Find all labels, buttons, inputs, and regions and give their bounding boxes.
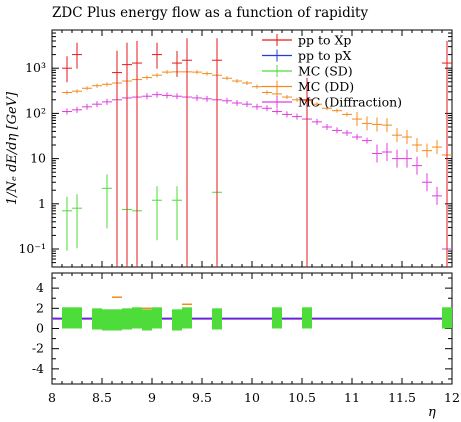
ratio-tick-label: -4: [32, 361, 44, 376]
ratio-sd-band: [272, 307, 282, 329]
ratio-sd-band: [122, 308, 132, 330]
ratio-sd-band: [72, 307, 82, 329]
y-tick-label: 10³: [25, 60, 46, 75]
ratio-sd-band: [112, 309, 122, 331]
legend-label: pp to Xp: [298, 33, 351, 48]
y-tick-label: 1: [38, 196, 46, 211]
ratio-sd-band: [302, 307, 312, 329]
legend-label: MC (Diffraction): [298, 95, 402, 110]
ratio-sd-band: [142, 309, 152, 331]
ratio-sd-band: [172, 309, 182, 331]
x-tick-label: 12: [444, 390, 460, 405]
ratio-panel: 8 8.5 9 9.5 10 10.5 11 11.5 12 4 2 0 -2 -4: [32, 272, 460, 405]
chart-title: ZDC Plus energy flow as a function of ra…: [52, 5, 368, 21]
legend-label: MC (DD): [298, 79, 354, 94]
x-tick-label: 8: [48, 390, 56, 405]
x-tick-label: 9: [148, 390, 156, 405]
x-tick-label: 9.5: [192, 390, 212, 405]
y-tick-label: 10: [30, 151, 46, 166]
ratio-sd-band: [212, 308, 222, 330]
main-panel: 10⁻¹ 1 10 10² 10³ 1/Nₑ dE/dη [GeV]: [5, 29, 453, 268]
y-axis-label: 1/Nₑ dE/dη [GeV]: [5, 91, 20, 205]
ratio-sd-band: [442, 307, 452, 329]
ratio-tick-label: -2: [32, 341, 44, 356]
x-tick-label: 11: [344, 390, 360, 405]
y-tick-label: 10²: [25, 105, 46, 120]
main-frame: [51, 29, 453, 268]
ratio-sd-band: [152, 307, 162, 329]
x-tick-label: 11.5: [388, 390, 416, 405]
x-tick-label: 10.5: [288, 390, 316, 405]
ratio-tick-label: 2: [36, 300, 44, 315]
ratio-sd-band: [102, 309, 112, 331]
x-axis-label: η: [428, 405, 436, 420]
ratio-tick-label: 4: [36, 280, 44, 295]
legend-label: MC (SD): [298, 64, 353, 79]
legend-label: pp to pX: [298, 48, 352, 63]
ratio-tick-label: 0: [36, 321, 44, 336]
ratio-sd-band: [92, 308, 102, 330]
ratio-sd-band: [182, 307, 192, 329]
ratio-sd-band: [62, 307, 72, 329]
y-tick-label: 10⁻¹: [18, 241, 46, 256]
x-tick-label: 10: [244, 390, 260, 405]
ratio-sd-band: [132, 307, 142, 329]
x-tick-label: 8.5: [92, 390, 112, 405]
